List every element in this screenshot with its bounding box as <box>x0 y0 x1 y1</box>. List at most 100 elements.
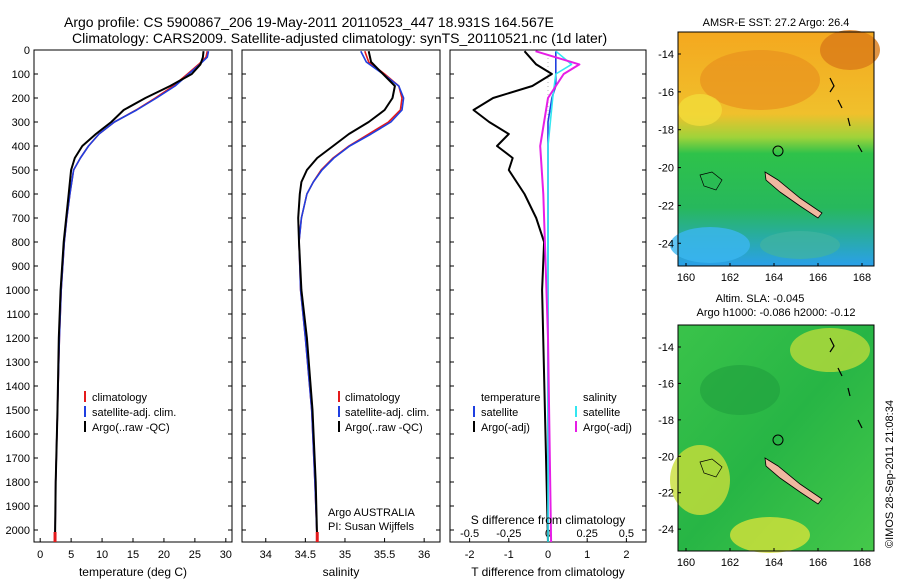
sla-yellow-patch2 <box>670 445 730 515</box>
sla-yellow-patch3 <box>730 517 810 553</box>
new-caledonia-island <box>764 171 823 219</box>
y-tick-label: 1300 <box>6 357 30 369</box>
sst-map-frame <box>677 31 875 267</box>
y-tick-label: 900 <box>12 261 30 273</box>
series-group <box>54 51 210 542</box>
y-tick-label: 1900 <box>6 501 30 513</box>
reef-outline <box>699 171 723 191</box>
y-tick-label: 200 <box>12 93 30 105</box>
y-tick-label: 1200 <box>6 333 30 345</box>
reef-outline-sla <box>699 458 723 478</box>
figure-title-line2: Climatology: CARS2009. Satellite-adjuste… <box>72 30 607 46</box>
x-tick-label: 10 <box>96 549 108 561</box>
argo-position-marker-sla <box>772 434 784 446</box>
legend-heading-salinity: salinity <box>583 392 617 404</box>
sst-cool-patch <box>670 227 750 263</box>
temperature-panel: 0100200300400500600700800900100011001200… <box>6 45 232 561</box>
legend-label-climatology: climatology <box>345 392 401 404</box>
x-tick-label: 35 <box>339 549 351 561</box>
map-x-tick-label: 162 <box>721 557 739 569</box>
series-line-satellite-adj-clim- <box>298 50 405 542</box>
legend-heading-temperature: temperature <box>481 392 540 404</box>
sst-map-title: AMSR-E SST: 27.2 Argo: 26.4 <box>703 17 850 29</box>
float-owner-label: Argo AUSTRALIA <box>328 507 415 519</box>
y-tick-label: 1700 <box>6 453 30 465</box>
salinity-xlabel: salinity <box>323 565 360 579</box>
series-line-satellite-adj-clim- <box>54 51 210 542</box>
y-tick-label: 1100 <box>6 309 30 321</box>
y-tick-label: 1600 <box>6 429 30 441</box>
x-tick-label-salinity: -0.25 <box>496 528 521 540</box>
credit-label: ©IMOS 28-Sep-2011 21:08:34 <box>884 400 896 548</box>
series-line-climatology <box>54 51 209 542</box>
x-tick-label-salinity: 0.25 <box>576 528 597 540</box>
difference-xlabel-top: S difference from climatology <box>471 513 626 527</box>
map-y-tick-label: -20 <box>658 163 674 175</box>
series-group <box>297 50 405 542</box>
y-tick-label: 2000 <box>6 525 30 537</box>
x-tick-label: 36 <box>418 549 430 561</box>
y-tick-label: 400 <box>12 141 30 153</box>
x-tick-label-salinity: 0.5 <box>619 528 634 540</box>
map-y-tick-label: -14 <box>658 49 674 61</box>
sla-map-frame <box>677 324 875 552</box>
map-y-tick-label: -20 <box>658 451 674 463</box>
x-tick-label: -1 <box>504 549 514 561</box>
series-line-salinity-argo-adj- <box>535 50 581 542</box>
y-tick-label: 1000 <box>6 285 30 297</box>
x-tick-label-salinity: -0.5 <box>460 528 479 540</box>
x-tick-label: 0 <box>37 549 43 561</box>
x-tick-label: 1 <box>584 549 590 561</box>
sst-yellow-patch <box>678 94 722 126</box>
x-tick-label: 2 <box>623 549 629 561</box>
legend-label-s-argo: Argo(-adj) <box>583 422 632 434</box>
sla-map <box>670 324 875 553</box>
sst-warm-core <box>700 50 820 110</box>
map-tick-labels: 160 162 164 166 168 -14 -16 -18 -20 -22 -24 160 162 1… <box>658 49 871 569</box>
map-x-tick-label: 164 <box>765 557 783 569</box>
legend-label-t-satellite: satellite <box>481 407 518 419</box>
series-line-argo-raw-qc- <box>297 50 396 542</box>
legend-label-t-argo: Argo(-adj) <box>481 422 530 434</box>
map-x-tick-label: 162 <box>721 272 739 284</box>
map-y-tick-label: -14 <box>658 342 674 354</box>
sst-map <box>670 30 880 267</box>
series-line-argo-raw-qc- <box>54 51 205 542</box>
map-x-tick-label: 160 <box>677 557 695 569</box>
temperature-xlabel: temperature (deg C) <box>79 565 187 579</box>
map-y-tick-label: -16 <box>658 87 674 99</box>
map-x-tick-label: 166 <box>809 557 827 569</box>
map-x-tick-label: 166 <box>809 272 827 284</box>
difference-panel: -2 -1 0 1 2-0.5 -0.25 0 0.25 0.5 <box>450 49 646 561</box>
map-y-tick-label: -18 <box>658 415 674 427</box>
x-tick-label: -2 <box>465 549 475 561</box>
map-x-tick-label: 168 <box>853 557 871 569</box>
x-tick-label: 15 <box>127 549 139 561</box>
series-line-salinity-satellite <box>547 50 573 542</box>
y-tick-label: 1400 <box>6 381 30 393</box>
sla-yellow-patch1 <box>790 328 870 372</box>
x-tick-label: 34 <box>260 549 272 561</box>
map-y-tick-label: -24 <box>658 524 674 536</box>
salinity-panel: 34 34.5 35 35.5 36 <box>242 49 440 561</box>
series-group <box>472 50 581 542</box>
sla-map-title2: Argo h1000: -0.086 h2000: -0.12 <box>696 307 855 319</box>
y-tick-label: 600 <box>12 189 30 201</box>
sla-map-title1: Altim. SLA: -0.045 <box>716 293 805 305</box>
sla-dark-patch <box>700 365 780 415</box>
y-tick-label: 0 <box>24 45 30 57</box>
y-tick-label: 500 <box>12 165 30 177</box>
map-y-tick-label: -16 <box>658 378 674 390</box>
legend-label-s-satellite: satellite <box>583 407 620 419</box>
new-caledonia-island-sla <box>764 457 823 505</box>
difference-legend: temperature satellite Argo(-adj) salinit… <box>473 392 632 434</box>
salinity-panel-frame <box>241 49 441 543</box>
y-tick-label: 300 <box>12 117 30 129</box>
map-y-tick-label: -24 <box>658 238 674 250</box>
x-tick-label: 35.5 <box>374 549 395 561</box>
map-x-tick-label: 160 <box>677 272 695 284</box>
float-pi-label: PI: Susan Wijffels <box>328 521 414 533</box>
x-tick-label: 25 <box>189 549 201 561</box>
legend-label-argo: Argo(..raw -QC) <box>92 422 170 434</box>
